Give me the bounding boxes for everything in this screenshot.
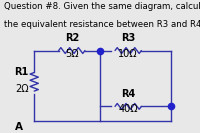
- Text: 40Ω: 40Ω: [118, 104, 138, 114]
- Text: A: A: [15, 122, 23, 132]
- Text: Question #8. Given the same diagram, calculate: Question #8. Given the same diagram, cal…: [4, 2, 200, 11]
- Text: 5Ω: 5Ω: [65, 49, 79, 59]
- Text: R4: R4: [121, 89, 135, 99]
- Text: R3: R3: [121, 33, 135, 43]
- Text: R1: R1: [14, 67, 29, 77]
- Text: 2Ω: 2Ω: [15, 84, 29, 94]
- Text: 10Ω: 10Ω: [118, 49, 138, 59]
- Text: the equivalent resistance between R3 and R4: the equivalent resistance between R3 and…: [4, 20, 200, 29]
- Text: R2: R2: [65, 33, 79, 43]
